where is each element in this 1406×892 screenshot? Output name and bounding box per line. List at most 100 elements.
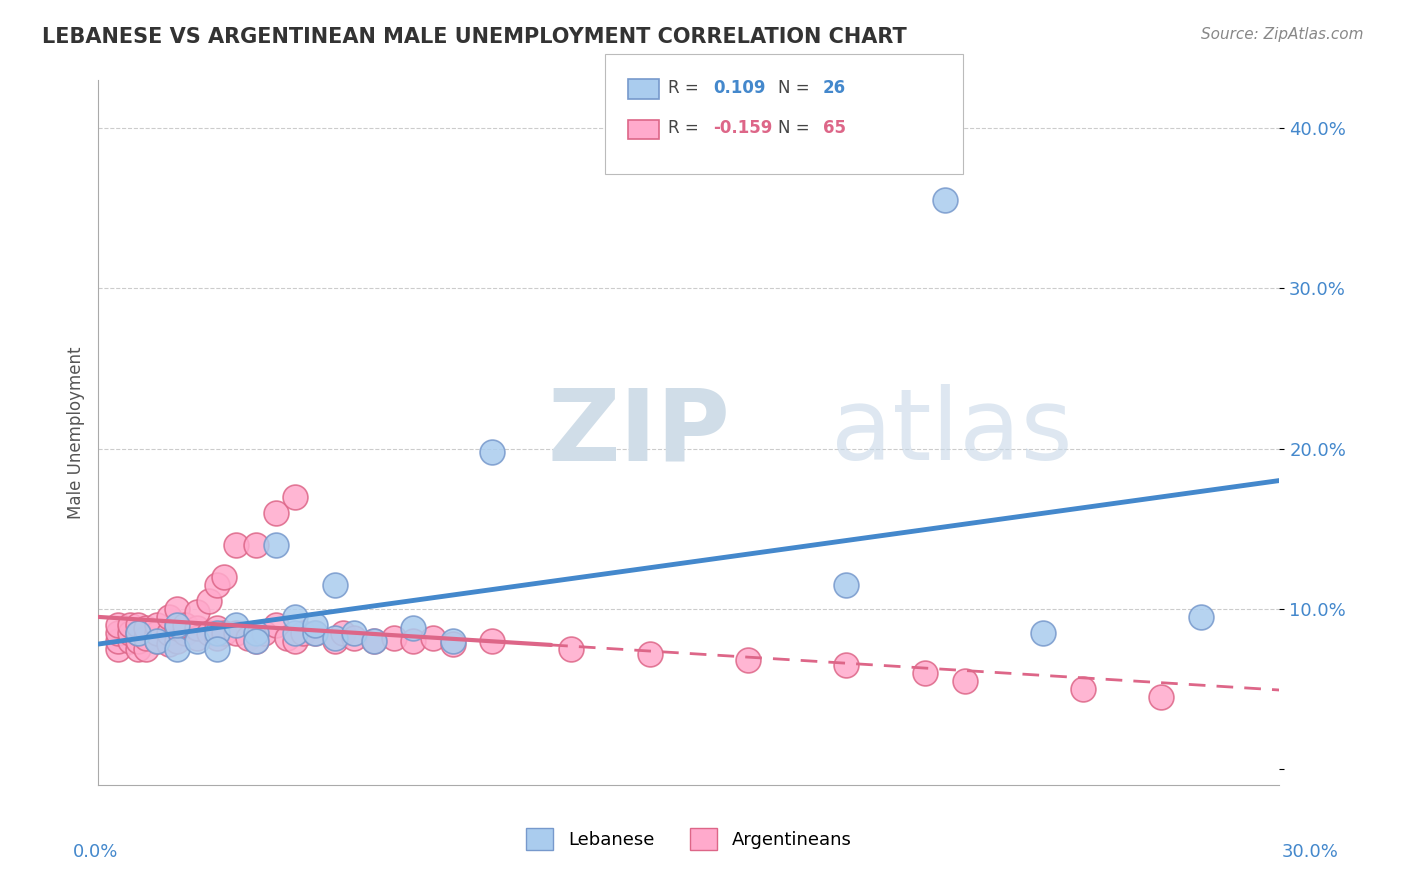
- Point: [135, 631, 157, 645]
- Point: [205, 625, 228, 640]
- Point: [186, 633, 208, 648]
- Point: [107, 633, 129, 648]
- Text: ZIP: ZIP: [547, 384, 730, 481]
- Point: [236, 631, 259, 645]
- Text: atlas: atlas: [831, 384, 1073, 481]
- Point: [146, 617, 169, 632]
- Point: [382, 631, 405, 645]
- Point: [146, 633, 169, 648]
- Point: [157, 609, 180, 624]
- Point: [276, 631, 298, 645]
- Point: [245, 633, 267, 648]
- Point: [323, 633, 346, 648]
- Point: [157, 625, 180, 640]
- Point: [127, 641, 149, 656]
- Point: [135, 641, 157, 656]
- Point: [835, 578, 858, 592]
- Point: [481, 633, 503, 648]
- Point: [835, 657, 858, 672]
- Point: [304, 617, 326, 632]
- Point: [205, 631, 228, 645]
- Point: [166, 617, 188, 632]
- Point: [127, 633, 149, 648]
- Text: 26: 26: [823, 79, 845, 97]
- Point: [214, 625, 236, 640]
- Point: [107, 641, 129, 656]
- Point: [197, 625, 219, 640]
- Point: [174, 617, 197, 632]
- Point: [343, 631, 366, 645]
- Point: [205, 641, 228, 656]
- Point: [174, 625, 197, 640]
- Text: -0.159: -0.159: [713, 120, 772, 137]
- Point: [402, 633, 425, 648]
- Point: [225, 617, 247, 632]
- Point: [245, 538, 267, 552]
- Point: [205, 578, 228, 592]
- Point: [481, 445, 503, 459]
- Text: N =: N =: [778, 79, 814, 97]
- Point: [284, 633, 307, 648]
- Point: [127, 625, 149, 640]
- Point: [264, 506, 287, 520]
- Point: [343, 625, 366, 640]
- Point: [323, 578, 346, 592]
- Point: [323, 631, 346, 645]
- Point: [441, 637, 464, 651]
- Text: LEBANESE VS ARGENTINEAN MALE UNEMPLOYMENT CORRELATION CHART: LEBANESE VS ARGENTINEAN MALE UNEMPLOYMEN…: [42, 27, 907, 46]
- Point: [186, 605, 208, 619]
- Point: [225, 625, 247, 640]
- Text: 0.0%: 0.0%: [73, 843, 118, 861]
- Text: Source: ZipAtlas.com: Source: ZipAtlas.com: [1201, 27, 1364, 42]
- Point: [953, 673, 976, 688]
- Point: [146, 625, 169, 640]
- Point: [166, 633, 188, 648]
- Text: 65: 65: [823, 120, 845, 137]
- Legend: Lebanese, Argentineans: Lebanese, Argentineans: [519, 821, 859, 857]
- Text: R =: R =: [668, 120, 704, 137]
- Point: [118, 633, 141, 648]
- Point: [737, 653, 759, 667]
- Point: [127, 625, 149, 640]
- Point: [560, 641, 582, 656]
- Point: [934, 194, 956, 208]
- Point: [363, 633, 385, 648]
- Text: 0.109: 0.109: [713, 79, 765, 97]
- Point: [186, 631, 208, 645]
- Point: [441, 633, 464, 648]
- Point: [197, 594, 219, 608]
- Point: [118, 617, 141, 632]
- Point: [245, 633, 267, 648]
- Point: [157, 637, 180, 651]
- Text: N =: N =: [778, 120, 814, 137]
- Point: [332, 625, 354, 640]
- Point: [638, 647, 661, 661]
- Point: [1150, 690, 1173, 704]
- Point: [284, 625, 307, 640]
- Point: [225, 538, 247, 552]
- Point: [422, 631, 444, 645]
- Y-axis label: Male Unemployment: Male Unemployment: [66, 346, 84, 519]
- Point: [135, 621, 157, 635]
- Point: [205, 621, 228, 635]
- Point: [214, 570, 236, 584]
- Point: [363, 633, 385, 648]
- Point: [107, 625, 129, 640]
- Point: [146, 633, 169, 648]
- Point: [402, 621, 425, 635]
- Point: [107, 617, 129, 632]
- Point: [284, 609, 307, 624]
- Point: [1071, 681, 1094, 696]
- Point: [127, 617, 149, 632]
- Point: [304, 625, 326, 640]
- Point: [166, 641, 188, 656]
- Point: [166, 601, 188, 615]
- Point: [245, 625, 267, 640]
- Point: [264, 538, 287, 552]
- Point: [1032, 625, 1054, 640]
- Point: [186, 621, 208, 635]
- Point: [253, 625, 276, 640]
- Text: 30.0%: 30.0%: [1282, 843, 1339, 861]
- Point: [304, 625, 326, 640]
- Point: [118, 625, 141, 640]
